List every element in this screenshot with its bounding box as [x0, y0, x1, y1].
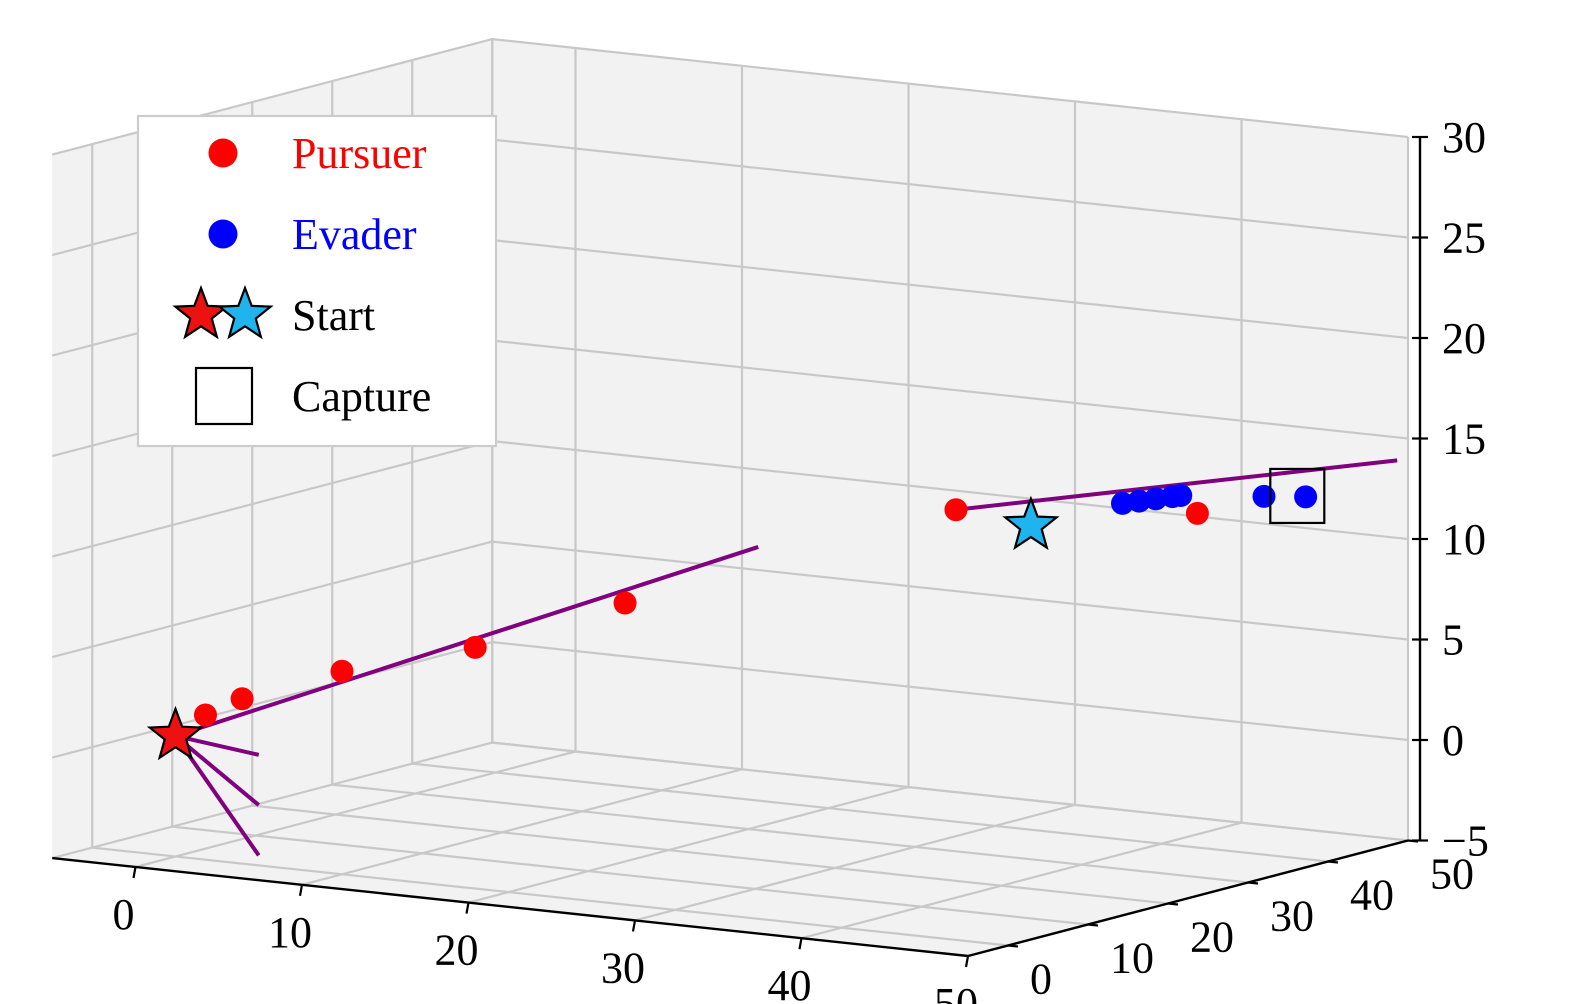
grid-line-z: [51, 440, 493, 558]
evader-point: [1169, 484, 1193, 508]
x-tick-label: 10: [268, 908, 312, 957]
grid-line-z: [492, 540, 1409, 641]
evader-start-star: [1002, 495, 1060, 551]
y-tick-label: 10: [1110, 934, 1154, 983]
x-tick: [132, 866, 137, 879]
grid-line-z: [51, 540, 493, 659]
legend: Pursuer Evader Start Capture: [136, 114, 498, 448]
z-tick-label: 5: [1442, 616, 1464, 665]
pursuer-legend-marker: [208, 138, 238, 168]
grid-line-z: [51, 38, 493, 156]
x-tick: [465, 902, 470, 914]
y-axis-line: [967, 839, 1409, 958]
pursuer-point: [330, 659, 354, 683]
capture-legend-label: Capture: [292, 372, 431, 421]
z-tick-label: 30: [1442, 113, 1486, 162]
grid-line-z: [492, 641, 1409, 742]
y-tick: [1167, 902, 1179, 906]
grid-line-x: [301, 768, 743, 886]
grid-line-z: [51, 741, 493, 860]
grid-line-y: [332, 783, 1249, 884]
pursuer-point: [1185, 501, 1209, 525]
grid-line-y: [92, 846, 1009, 947]
grid-line-z: [492, 38, 1409, 139]
grid-line-y: [412, 762, 1329, 863]
grid-line-z: [492, 339, 1409, 440]
pursuer-point: [613, 591, 637, 615]
start-legend-marker-blue: [216, 284, 274, 340]
grid-line-z: [492, 239, 1409, 340]
y-tick-label: 30: [1270, 892, 1314, 941]
grid-line-y: [172, 825, 1089, 926]
capture-legend-marker: [194, 366, 254, 426]
z-tick-label: 25: [1442, 214, 1486, 263]
grid-line-x: [468, 786, 909, 904]
grid-line-z: [51, 641, 493, 759]
data-markers: [146, 467, 1326, 761]
x-tick-label: 50: [934, 979, 978, 1004]
evader-point: [1294, 485, 1318, 509]
trajectory-line: [175, 733, 260, 757]
y-tick-label: 40: [1350, 871, 1394, 920]
grid-line-x: [135, 750, 576, 869]
pursuer-point: [230, 687, 254, 711]
x-tick-label: 20: [435, 926, 479, 975]
evader-legend-marker: [208, 219, 238, 249]
z-tick-label: 0: [1442, 716, 1464, 765]
z-tick-label: −5: [1442, 817, 1489, 866]
x-tick: [964, 955, 970, 968]
back-pane: [492, 39, 1408, 841]
y-tick: [1087, 923, 1099, 927]
x-tick-label: 40: [768, 961, 812, 1004]
z-tick-label: 20: [1442, 314, 1486, 363]
evader-legend-label: Evader: [292, 210, 417, 259]
start-legend-label: Start: [292, 291, 375, 340]
y-tick-label: 50: [1430, 850, 1474, 899]
x-tick-label: 0: [113, 890, 135, 939]
pursuer-point: [193, 703, 217, 727]
grid-line-x: [634, 803, 1076, 922]
pursuer-point: [944, 498, 968, 522]
floor-pane: [52, 742, 1408, 956]
pursuer-point: [463, 635, 487, 659]
grid-line-x: [801, 821, 1242, 940]
x-tick: [798, 938, 803, 950]
x-tick-label: 30: [601, 943, 645, 992]
legend-box: [136, 114, 498, 448]
y-tick: [1247, 881, 1259, 885]
pursuer-legend-label: Pursuer: [292, 129, 427, 178]
grid-line-z: [492, 138, 1409, 239]
grid-line-z: [492, 741, 1409, 842]
y-tick: [1327, 860, 1339, 864]
y-tick: [1007, 944, 1019, 948]
z-tick-label: 10: [1442, 515, 1486, 564]
evader-point: [1252, 484, 1276, 508]
axis-lines: [52, 137, 1422, 958]
x-tick: [298, 884, 304, 896]
z-tick-label: 15: [1442, 415, 1486, 464]
grid-line-y: [252, 804, 1169, 905]
x-axis-line: [52, 856, 969, 958]
grid-line-z: [492, 440, 1409, 541]
y-tick-label: 20: [1190, 913, 1234, 962]
y-tick-label: 0: [1030, 955, 1052, 1004]
capture-square: [1269, 467, 1326, 525]
x-tick: [631, 920, 637, 932]
pursuer-start-star: [146, 705, 205, 761]
